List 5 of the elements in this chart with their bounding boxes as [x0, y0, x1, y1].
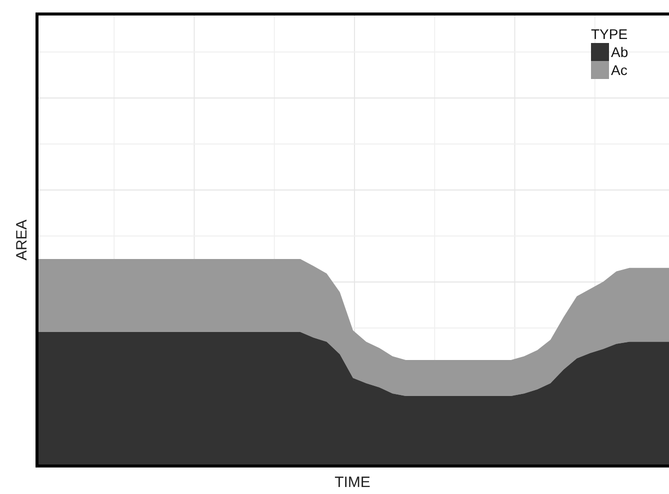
legend-label: Ab [611, 43, 628, 61]
y-axis-title: AREA [14, 220, 30, 260]
x-axis-title: TIME [334, 474, 372, 491]
legend-title: TYPE [591, 25, 628, 43]
legend-label: Ac [611, 61, 628, 79]
